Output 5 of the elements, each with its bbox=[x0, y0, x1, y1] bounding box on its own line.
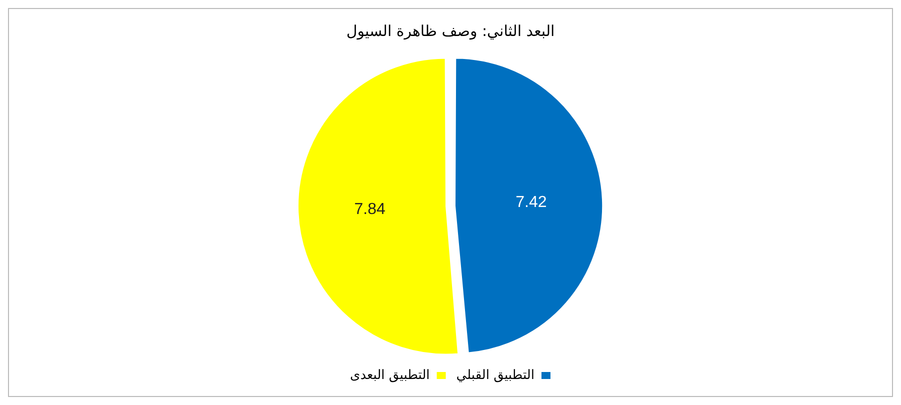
chart-title: البعد الثاني: وصف ظاهرة السيول bbox=[346, 22, 555, 40]
legend-label: التطبيق البعدى bbox=[350, 368, 430, 383]
data-label: 7.42 bbox=[516, 194, 547, 211]
legend-label: التطبيق القبلي bbox=[456, 368, 534, 383]
data-label: 7.84 bbox=[354, 200, 386, 218]
